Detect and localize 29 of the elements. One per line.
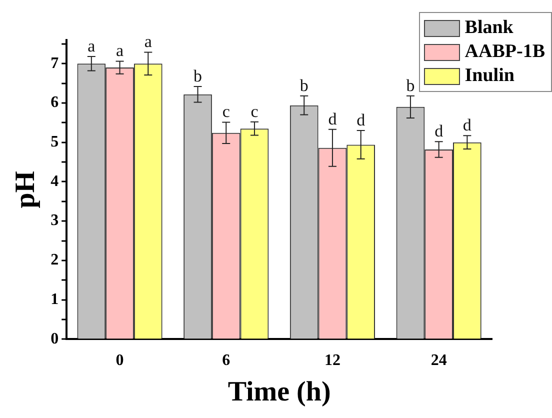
y-tick-label: 6 — [50, 94, 59, 112]
y-tick-label: 2 — [50, 252, 59, 269]
annotation: a — [88, 36, 96, 56]
legend-label: Inulin — [464, 65, 514, 87]
x-tick-label: 12 — [324, 352, 340, 369]
annotation: d — [434, 122, 444, 141]
legend-label: AABP-1B — [464, 41, 545, 63]
annotation: d — [462, 116, 472, 135]
y-tick-label: 3 — [50, 212, 59, 230]
y-tick-label: 1 — [50, 290, 59, 308]
x-axis-title: Time (h) — [228, 376, 331, 408]
x-tick-label: 24 — [430, 352, 447, 369]
y-tick-label: 0 — [50, 330, 59, 348]
y-axis-title: pH — [10, 170, 42, 208]
legend-label: Blank — [464, 17, 514, 39]
y-tick-label: 7 — [50, 54, 59, 72]
annotation: d — [356, 110, 366, 130]
annotation: b — [300, 76, 308, 95]
y-tick-label: 5 — [50, 134, 59, 150]
annotation: c — [250, 102, 259, 121]
annotation: c — [222, 102, 230, 122]
annotation: d — [328, 109, 338, 128]
annotation: a — [144, 32, 152, 52]
annotation: a — [116, 41, 124, 60]
annotation: b — [406, 76, 415, 95]
y-tick-label: 4 — [50, 172, 59, 190]
annotation: b — [194, 66, 202, 86]
x-tick-label: 6 — [222, 352, 230, 369]
x-tick-label: 0 — [116, 352, 124, 369]
